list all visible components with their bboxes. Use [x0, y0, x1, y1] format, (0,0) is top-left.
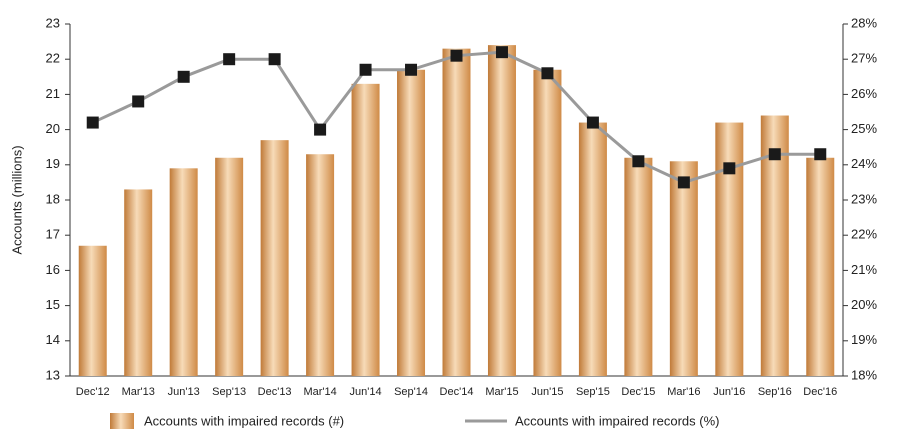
- bar: [351, 83, 380, 376]
- y2-tick-label: 19%: [851, 332, 877, 347]
- x-tick-label: Dec'12: [76, 386, 110, 398]
- marker: [86, 116, 99, 129]
- x-tick-label: Jun'13: [168, 386, 200, 398]
- y2-tick-label: 26%: [851, 86, 877, 101]
- bar: [487, 45, 516, 377]
- marker: [723, 162, 736, 175]
- y-tick-label: 19: [46, 156, 60, 171]
- y-tick-label: 14: [46, 332, 60, 347]
- bar: [124, 189, 153, 376]
- bar: [533, 69, 562, 376]
- bar: [397, 69, 426, 376]
- x-tick-label: Mar'14: [303, 386, 336, 398]
- marker: [768, 148, 781, 161]
- marker: [268, 53, 281, 66]
- bar: [806, 157, 835, 376]
- marker: [132, 95, 145, 108]
- legend-label: Accounts with impaired records (%): [515, 413, 719, 428]
- y-tick-label: 15: [46, 297, 60, 312]
- marker: [450, 49, 463, 62]
- bar: [715, 122, 744, 376]
- x-tick-label: Sep'14: [394, 386, 428, 398]
- x-tick-label: Mar'16: [667, 386, 700, 398]
- y-tick-label: 16: [46, 262, 60, 277]
- y2-tick-label: 25%: [851, 121, 877, 136]
- x-tick-label: Sep'16: [758, 386, 792, 398]
- y2-tick-label: 22%: [851, 227, 877, 242]
- bar: [578, 122, 607, 376]
- x-tick-label: Sep'13: [212, 386, 246, 398]
- bar: [624, 157, 653, 376]
- x-tick-label: Jun'15: [531, 386, 563, 398]
- legend-swatch: [110, 413, 134, 429]
- y-axis-title: Accounts (millions): [9, 145, 24, 254]
- marker: [405, 63, 418, 76]
- x-tick-label: Mar'13: [122, 386, 155, 398]
- bar: [169, 168, 198, 376]
- y-tick-label: 18: [46, 191, 60, 206]
- bar: [260, 140, 289, 376]
- y2-tick-label: 20%: [851, 297, 877, 312]
- y2-tick-label: 23%: [851, 191, 877, 206]
- marker: [177, 70, 190, 83]
- y-tick-label: 22: [46, 51, 60, 66]
- y-tick-label: 20: [46, 121, 60, 136]
- legend-label: Accounts with impaired records (#): [144, 413, 344, 428]
- marker: [586, 116, 599, 129]
- x-tick-label: Jun'14: [350, 386, 382, 398]
- y-tick-label: 23: [46, 15, 60, 30]
- y2-tick-label: 24%: [851, 156, 877, 171]
- x-tick-label: Mar'15: [485, 386, 518, 398]
- bar: [78, 245, 107, 376]
- x-tick-label: Dec'14: [440, 386, 474, 398]
- x-tick-label: Dec'13: [258, 386, 292, 398]
- y2-tick-label: 28%: [851, 15, 877, 30]
- x-tick-label: Sep'15: [576, 386, 610, 398]
- marker: [359, 63, 372, 76]
- marker: [541, 67, 554, 80]
- marker: [314, 123, 327, 136]
- y-tick-label: 17: [46, 227, 60, 242]
- bar: [669, 161, 698, 376]
- bar: [306, 154, 335, 376]
- x-tick-label: Dec'15: [621, 386, 655, 398]
- x-tick-label: Dec'16: [803, 386, 837, 398]
- marker: [632, 155, 645, 168]
- marker: [814, 148, 827, 161]
- y-tick-label: 13: [46, 367, 60, 382]
- marker: [223, 53, 236, 66]
- y2-tick-label: 18%: [851, 367, 877, 382]
- y2-tick-label: 27%: [851, 51, 877, 66]
- x-tick-label: Jun'16: [713, 386, 745, 398]
- y-tick-label: 21: [46, 86, 60, 101]
- marker: [677, 176, 690, 189]
- marker: [495, 46, 508, 59]
- bar: [442, 48, 471, 376]
- bar: [215, 157, 244, 376]
- y2-tick-label: 21%: [851, 262, 877, 277]
